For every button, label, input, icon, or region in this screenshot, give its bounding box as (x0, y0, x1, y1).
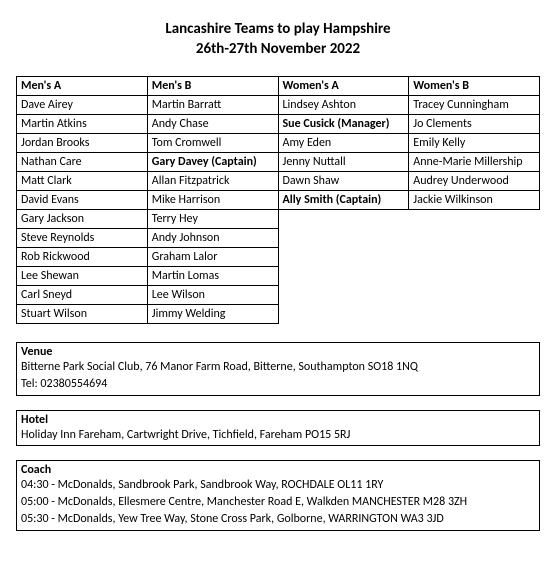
table-cell: Martin Barratt (147, 96, 278, 115)
venue-line: Tel: 02380554694 (21, 376, 535, 393)
table-cell: Gary Davey (Captain) (147, 153, 278, 172)
table-cell (409, 210, 540, 229)
coach-box: Coach 04:30 - McDonalds, Sandbrook Park,… (16, 460, 540, 530)
table-cell: Martin Atkins (17, 115, 148, 134)
table-cell (409, 229, 540, 248)
table-cell (278, 305, 409, 324)
table-cell: Graham Lalor (147, 248, 278, 267)
venue-heading: Venue (21, 345, 535, 359)
table-cell: Tracey Cunningham (409, 96, 540, 115)
table-cell: Sue Cusick (Manager) (278, 115, 409, 134)
table-row: Lee ShewanMartin Lomas (17, 267, 540, 286)
hotel-heading: Hotel (21, 413, 535, 427)
table-cell: Lindsey Ashton (278, 96, 409, 115)
table-row: Nathan CareGary Davey (Captain)Jenny Nut… (17, 153, 540, 172)
teams-table: Men's A Men's B Women's A Women's B Dave… (16, 76, 540, 324)
teams-header-row: Men's A Men's B Women's A Women's B (17, 77, 540, 96)
table-cell: Matt Clark (17, 172, 148, 191)
coach-line: 04:30 - McDonalds, Sandbrook Park, Sandb… (21, 477, 535, 494)
table-row: Jordan BrooksTom CromwellAmy EdenEmily K… (17, 134, 540, 153)
table-cell: Terry Hey (147, 210, 278, 229)
table-cell: Stuart Wilson (17, 305, 148, 324)
table-cell: Ally Smith (Captain) (278, 191, 409, 210)
table-cell (409, 305, 540, 324)
table-cell: Dave Airey (17, 96, 148, 115)
table-cell: Jimmy Welding (147, 305, 278, 324)
table-cell (278, 286, 409, 305)
table-cell: David Evans (17, 191, 148, 210)
table-cell: Anne-Marie Millership (409, 153, 540, 172)
table-cell: Dawn Shaw (278, 172, 409, 191)
hotel-line: Holiday Inn Fareham, Cartwright Drive, T… (21, 427, 535, 444)
table-row: Stuart WilsonJimmy Welding (17, 305, 540, 324)
table-row: Carl SneydLee Wilson (17, 286, 540, 305)
table-row: Matt ClarkAllan FitzpatrickDawn ShawAudr… (17, 172, 540, 191)
table-cell: Jordan Brooks (17, 134, 148, 153)
table-cell: Allan Fitzpatrick (147, 172, 278, 191)
table-row: Gary JacksonTerry Hey (17, 210, 540, 229)
table-cell (278, 210, 409, 229)
coach-line: 05:00 - McDonalds, Ellesmere Centre, Man… (21, 494, 535, 511)
table-cell (409, 267, 540, 286)
table-cell: Andy Johnson (147, 229, 278, 248)
col-mens-a: Men's A (17, 77, 148, 96)
table-cell: Nathan Care (17, 153, 148, 172)
col-mens-b: Men's B (147, 77, 278, 96)
venue-line: Bitterne Park Social Club, 76 Manor Farm… (21, 359, 535, 376)
table-cell: Mike Harrison (147, 191, 278, 210)
table-cell (409, 248, 540, 267)
table-cell: Steve Reynolds (17, 229, 148, 248)
table-cell: Andy Chase (147, 115, 278, 134)
table-row: David EvansMike HarrisonAlly Smith (Capt… (17, 191, 540, 210)
table-row: Martin AtkinsAndy ChaseSue Cusick (Manag… (17, 115, 540, 134)
table-cell: Jo Clements (409, 115, 540, 134)
hotel-box: Hotel Holiday Inn Fareham, Cartwright Dr… (16, 410, 540, 447)
col-womens-a: Women's A (278, 77, 409, 96)
table-cell: Tom Cromwell (147, 134, 278, 153)
table-cell: Jenny Nuttall (278, 153, 409, 172)
coach-heading: Coach (21, 463, 535, 477)
table-cell (278, 229, 409, 248)
table-row: Steve ReynoldsAndy Johnson (17, 229, 540, 248)
table-cell: Amy Eden (278, 134, 409, 153)
table-cell: Rob Rickwood (17, 248, 148, 267)
page-title: Lancashire Teams to play Hampshire (16, 20, 540, 38)
page-subtitle: 26th-27th November 2022 (16, 40, 540, 58)
table-cell: Jackie Wilkinson (409, 191, 540, 210)
table-cell: Lee Wilson (147, 286, 278, 305)
venue-box: Venue Bitterne Park Social Club, 76 Mano… (16, 342, 540, 396)
table-cell (278, 248, 409, 267)
table-row: Rob RickwoodGraham Lalor (17, 248, 540, 267)
table-cell: Gary Jackson (17, 210, 148, 229)
table-cell: Emily Kelly (409, 134, 540, 153)
table-cell (278, 267, 409, 286)
table-cell: Lee Shewan (17, 267, 148, 286)
coach-line: 05:30 - McDonalds, Yew Tree Way, Stone C… (21, 511, 535, 528)
table-row: Dave AireyMartin BarrattLindsey AshtonTr… (17, 96, 540, 115)
table-cell: Audrey Underwood (409, 172, 540, 191)
table-cell: Carl Sneyd (17, 286, 148, 305)
table-cell (409, 286, 540, 305)
table-cell: Martin Lomas (147, 267, 278, 286)
col-womens-b: Women's B (409, 77, 540, 96)
